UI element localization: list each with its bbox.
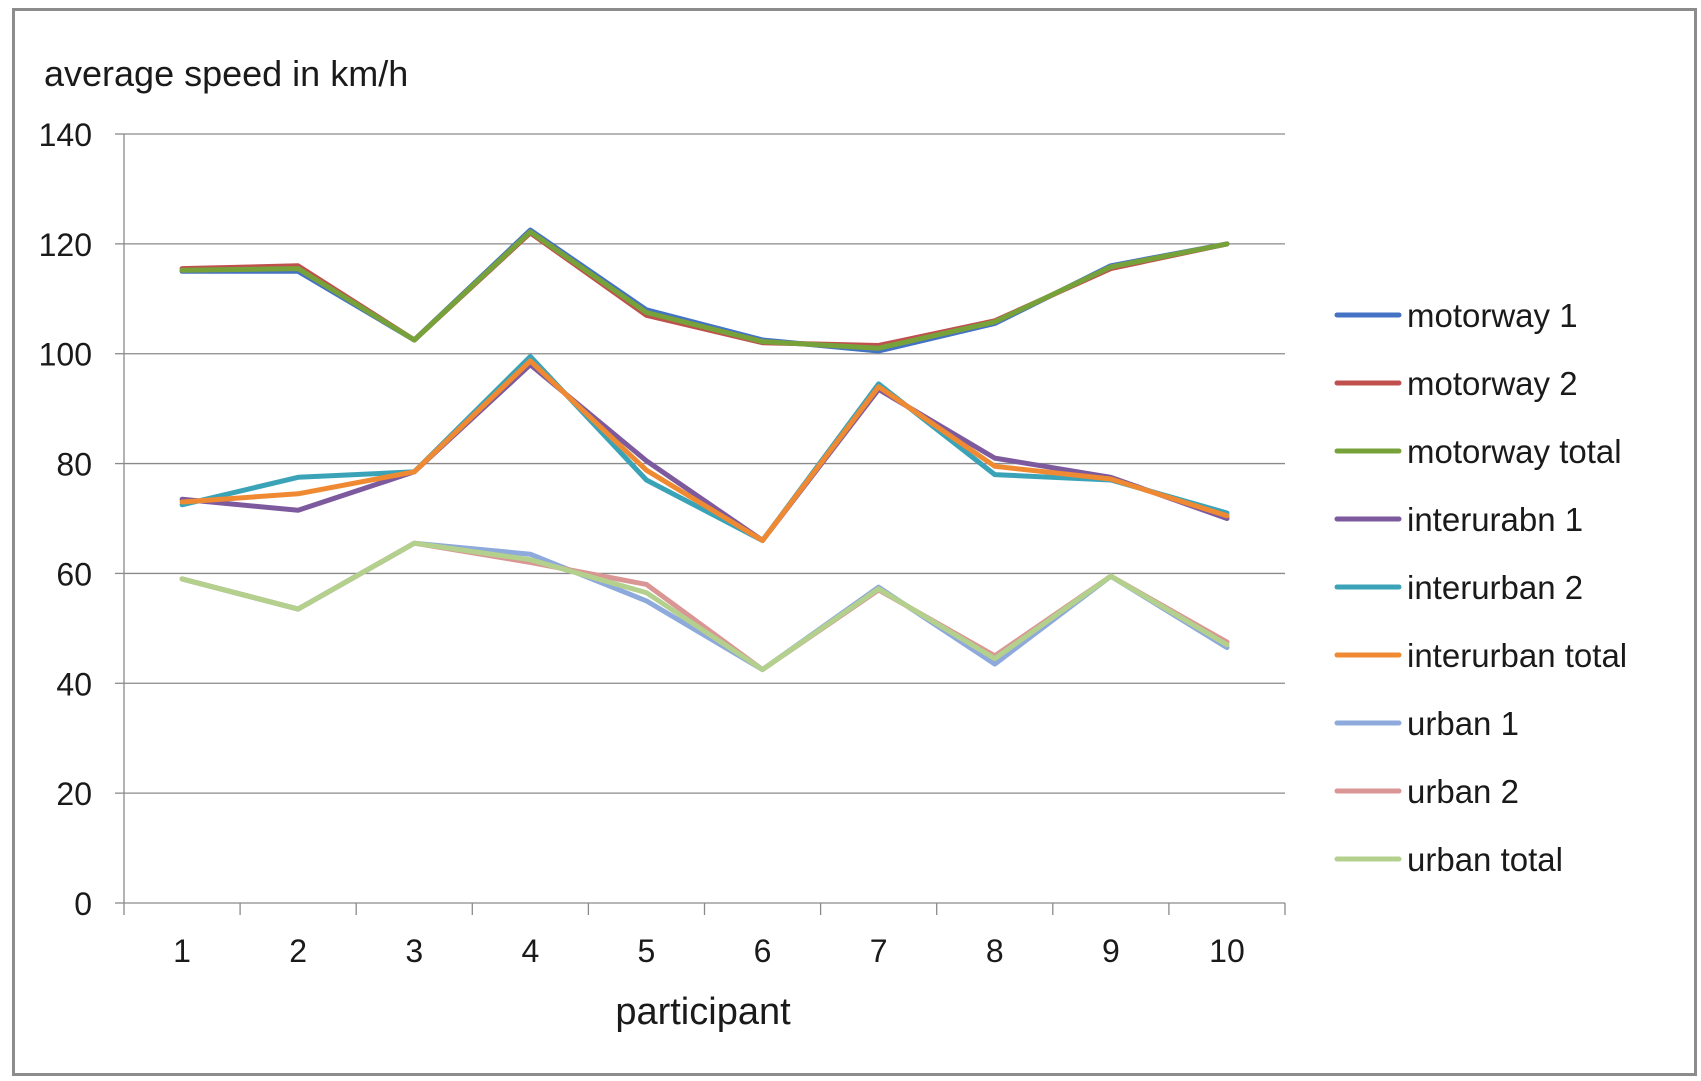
legend-item: motorway total — [1334, 433, 1622, 470]
series-line-interurban-2 — [179, 354, 1230, 543]
legend-item: motorway 1 — [1334, 297, 1578, 334]
y-axis-label: average speed in km/h — [44, 53, 408, 94]
y-tick-label: 0 — [74, 886, 92, 922]
legend: motorway 1 motorway 2 motorway total interu… — [1334, 297, 1627, 878]
series-line-interurban-total — [179, 358, 1230, 543]
x-tick-labels: 1 2 3 4 5 6 7 8 9 10 — [173, 933, 1245, 969]
legend-label: interurban total — [1407, 637, 1627, 674]
legend-item: urban 1 — [1334, 705, 1519, 742]
legend-label: motorway 2 — [1407, 365, 1578, 402]
y-tick-label: 40 — [56, 666, 92, 702]
legend-item: interurban 2 — [1334, 569, 1583, 606]
x-tick-label: 8 — [986, 933, 1004, 969]
legend-label: interurban 2 — [1407, 569, 1583, 606]
x-tick-label: 9 — [1102, 933, 1120, 969]
legend-label: urban 2 — [1407, 773, 1519, 810]
y-tick-label: 140 — [39, 117, 92, 153]
x-tick-label: 7 — [870, 933, 888, 969]
legend-item: interurban total — [1334, 637, 1627, 674]
legend-label: urban 1 — [1407, 705, 1519, 742]
x-tick-label: 2 — [289, 933, 307, 969]
legend-item: motorway 2 — [1334, 365, 1578, 402]
legend-label: urban total — [1407, 841, 1563, 878]
chart-frame — [12, 8, 1697, 1076]
x-tick-label: 1 — [173, 933, 191, 969]
y-tick-label: 20 — [56, 776, 92, 812]
series-line-interurabn-1 — [179, 362, 1230, 543]
y-tick-label: 80 — [56, 447, 92, 483]
x-tick-label: 5 — [638, 933, 656, 969]
y-tick-label: 60 — [56, 556, 92, 592]
legend-label: interurabn 1 — [1407, 501, 1583, 538]
legend-label: motorway total — [1407, 433, 1622, 470]
x-tick-label: 4 — [521, 933, 539, 969]
legend-label: motorway 1 — [1407, 297, 1578, 334]
series-line-urban-total — [179, 540, 1230, 673]
gridlines — [124, 133, 1285, 794]
legend-item: interurabn 1 — [1334, 501, 1583, 538]
legend-item: urban 2 — [1334, 773, 1519, 810]
legend-item: urban total — [1334, 841, 1563, 878]
x-axis-label: participant — [615, 991, 791, 1033]
series-line-motorway-total — [179, 229, 1230, 351]
y-tick-labels: 0 20 40 60 80 100 120 140 — [39, 117, 92, 922]
x-tick-label: 10 — [1209, 933, 1245, 969]
y-tick-label: 100 — [39, 337, 92, 373]
x-tick-label: 3 — [405, 933, 423, 969]
series-lines — [179, 227, 1230, 673]
axes — [115, 133, 1286, 915]
x-tick-label: 6 — [754, 933, 772, 969]
y-tick-label: 120 — [39, 227, 92, 263]
